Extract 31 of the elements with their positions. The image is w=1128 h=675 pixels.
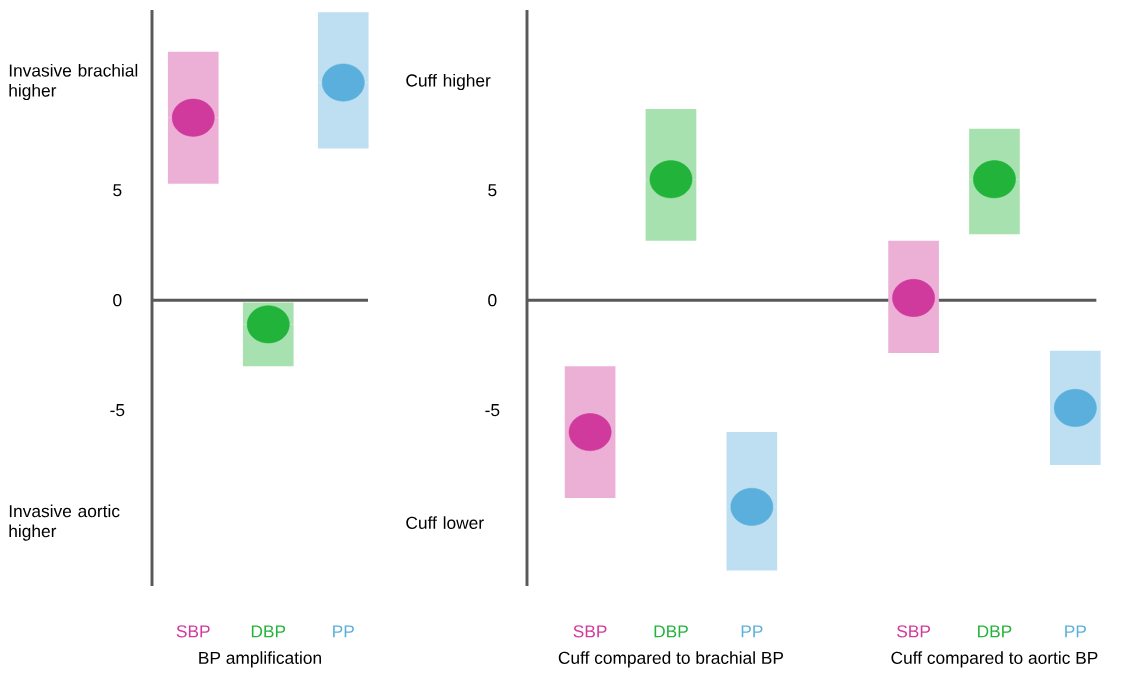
point	[973, 160, 1016, 199]
x-tick-label: SBP	[897, 625, 930, 638]
text: Invasive brachial higher	[9, 63, 138, 101]
point	[246, 305, 290, 344]
x-tick-label: DBP	[251, 625, 286, 638]
x-tick-label: SBP	[176, 625, 210, 638]
x-tick-label: DBP	[654, 625, 688, 638]
x-tick-label: PP	[333, 625, 354, 638]
text: Cuff higher	[406, 73, 491, 91]
point	[892, 279, 935, 317]
x-tick-label: PP	[741, 625, 763, 638]
x-tick-label: PP	[1065, 625, 1086, 638]
y-tick-label: 0	[488, 294, 497, 307]
text: Cuff compared to brachial BP	[558, 651, 784, 668]
x-tick-label: SBP	[573, 625, 607, 638]
y-tick-label: -5	[110, 404, 125, 417]
point	[321, 63, 365, 102]
x-axis-title: BP amplification	[199, 651, 321, 668]
text: Cuff compared to aortic BP	[891, 651, 1098, 668]
y-tick-label: 5	[488, 184, 497, 197]
y-tick-label: 0	[113, 294, 122, 307]
text: Cuff lower	[406, 516, 484, 529]
point	[649, 160, 693, 199]
point	[730, 487, 774, 526]
text: Invasive aortic higher	[9, 504, 120, 541]
y-tick-label: -5	[485, 404, 500, 417]
point	[1053, 388, 1097, 427]
point	[568, 413, 612, 452]
x-tick-label: DBP	[978, 625, 1012, 638]
point	[171, 98, 215, 137]
y-tick-label: 5	[113, 184, 122, 197]
